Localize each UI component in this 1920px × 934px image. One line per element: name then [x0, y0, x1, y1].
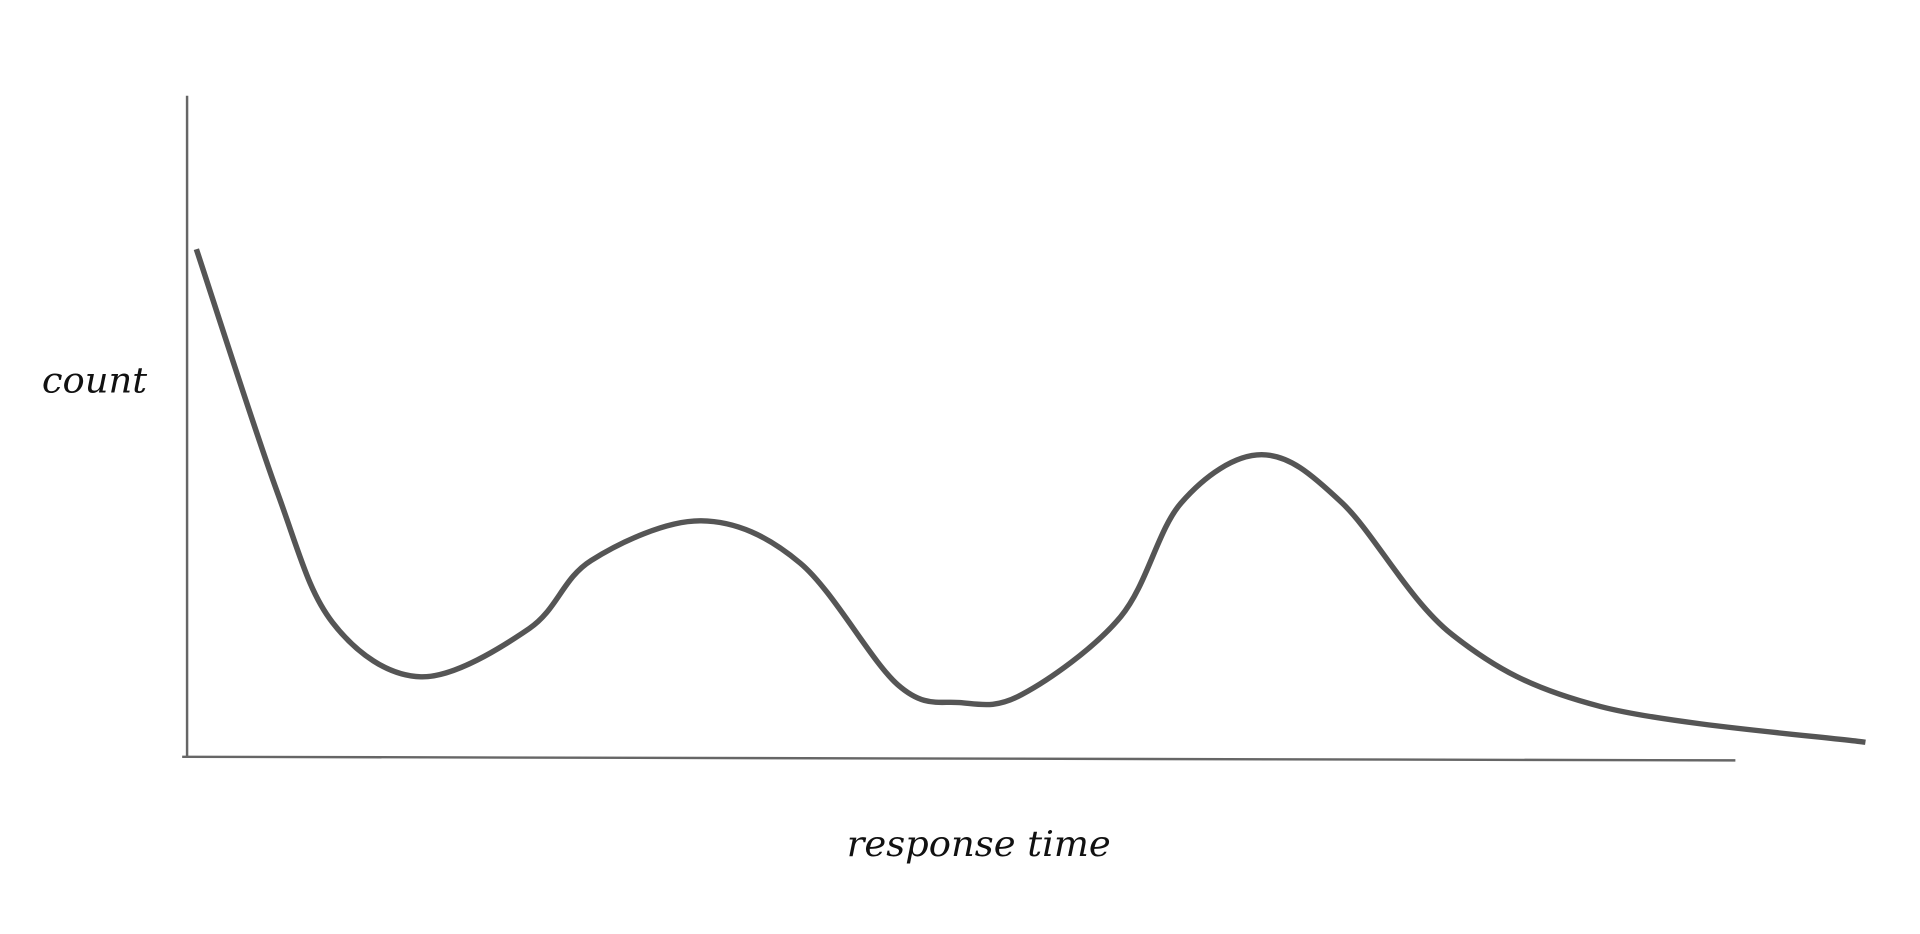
- y-axis-label: count: [42, 359, 148, 401]
- x-axis: [182, 755, 1736, 762]
- series-line: [193, 248, 1866, 745]
- x-axis-label: response time: [847, 823, 1111, 865]
